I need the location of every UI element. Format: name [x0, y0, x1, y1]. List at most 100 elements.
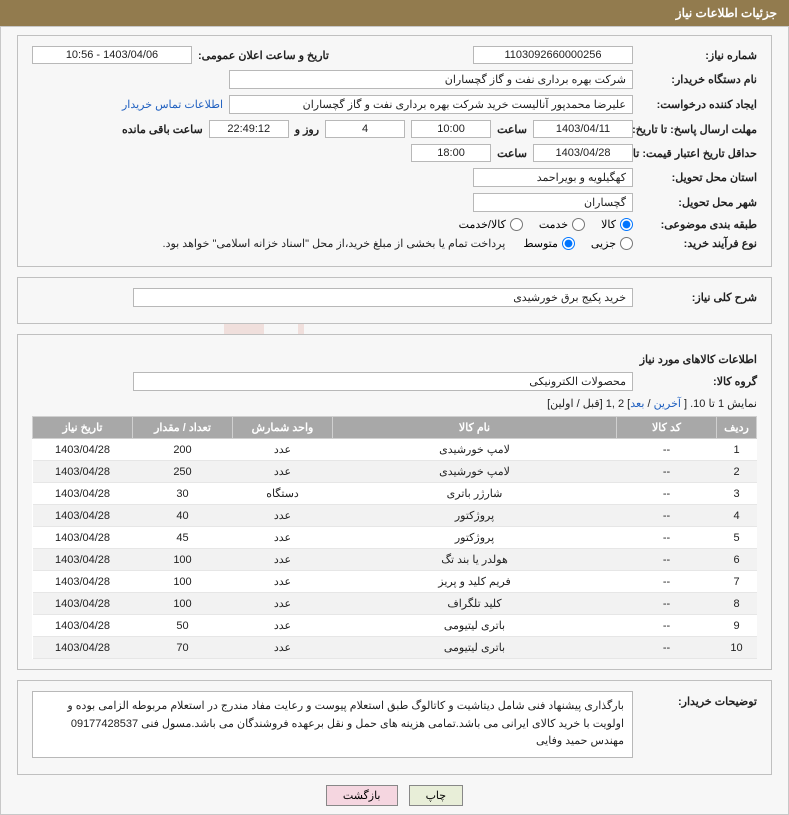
- content-wrap: AriaTender.net شماره نیاز: 1103092660000…: [0, 26, 789, 815]
- proc-partial-input[interactable]: [620, 237, 633, 250]
- table-cell: --: [617, 571, 717, 593]
- proc-medium-label: متوسط: [523, 237, 558, 250]
- summary-title: خرید پکیج برق خورشیدی: [133, 288, 633, 307]
- table-cell: 2: [717, 461, 757, 483]
- col-header: تعداد / مقدار: [133, 417, 233, 439]
- proc-partial-label: جزیی: [591, 237, 616, 250]
- time-label-2: ساعت: [497, 147, 527, 160]
- table-cell: 1403/04/28: [33, 593, 133, 615]
- cat-both-input[interactable]: [510, 218, 523, 231]
- table-cell: --: [617, 505, 717, 527]
- table-cell: عدد: [233, 637, 333, 659]
- need-no-value: 1103092660000256: [473, 46, 633, 64]
- table-cell: 1: [717, 439, 757, 461]
- cat-both-label: کالا/خدمت: [459, 218, 506, 231]
- table-cell: 1403/04/28: [33, 637, 133, 659]
- table-cell: 40: [133, 505, 233, 527]
- col-header: واحد شمارش: [233, 417, 333, 439]
- table-cell: 200: [133, 439, 233, 461]
- process-label: نوع فرآیند خرید:: [639, 237, 757, 250]
- pager-last-link[interactable]: آخرین: [654, 398, 681, 410]
- buyer-org-label: نام دستگاه خریدار:: [639, 73, 757, 86]
- table-cell: فریم کلید و پریز: [333, 571, 617, 593]
- cat-service-input[interactable]: [572, 218, 585, 231]
- table-cell: هولدر یا بند تگ: [333, 549, 617, 571]
- cat-goods-radio[interactable]: کالا: [601, 218, 633, 231]
- pager-text: نمایش 1 تا 10. [: [681, 398, 757, 410]
- proc-medium-radio[interactable]: متوسط: [523, 237, 575, 250]
- table-cell: لامپ خورشیدی: [333, 439, 617, 461]
- buyer-contact-link[interactable]: اطلاعات تماس خریدار: [122, 98, 223, 111]
- payment-note: پرداخت تمام یا بخشی از مبلغ خرید،از محل …: [163, 237, 506, 250]
- table-cell: --: [617, 637, 717, 659]
- table-cell: عدد: [233, 615, 333, 637]
- table-cell: 50: [133, 615, 233, 637]
- table-cell: پروژکتور: [333, 527, 617, 549]
- validity-time: 18:00: [411, 144, 491, 162]
- table-cell: --: [617, 615, 717, 637]
- deadline-label: مهلت ارسال پاسخ: تا تاریخ:: [639, 123, 757, 136]
- city-value: گچساران: [473, 193, 633, 212]
- info-panel: شماره نیاز: 1103092660000256 تاریخ و ساع…: [17, 35, 772, 267]
- items-table: ردیفکد کالانام کالاواحد شمارشتعداد / مقد…: [32, 416, 757, 659]
- table-cell: 100: [133, 571, 233, 593]
- table-cell: عدد: [233, 505, 333, 527]
- days-word: روز و: [295, 123, 319, 136]
- table-cell: 1403/04/28: [33, 439, 133, 461]
- cat-service-radio[interactable]: خدمت: [539, 218, 585, 231]
- back-button[interactable]: بازگشت: [326, 785, 398, 806]
- print-button[interactable]: چاپ: [409, 785, 464, 806]
- table-row: 5--پروژکتورعدد451403/04/28: [33, 527, 757, 549]
- table-cell: 1403/04/28: [33, 527, 133, 549]
- col-header: تاریخ نیاز: [33, 417, 133, 439]
- table-cell: 30: [133, 483, 233, 505]
- table-cell: عدد: [233, 593, 333, 615]
- table-cell: --: [617, 439, 717, 461]
- table-cell: 1403/04/28: [33, 505, 133, 527]
- time-label-1: ساعت: [497, 123, 527, 136]
- table-cell: --: [617, 593, 717, 615]
- table-cell: پروژکتور: [333, 505, 617, 527]
- table-cell: 1403/04/28: [33, 571, 133, 593]
- cat-both-radio[interactable]: کالا/خدمت: [459, 218, 523, 231]
- table-cell: 4: [717, 505, 757, 527]
- category-label: طبقه بندی موضوعی:: [639, 218, 757, 231]
- notes-panel: توضیحات خریدار: بارگذاری پیشنهاد فنی شام…: [17, 680, 772, 775]
- table-cell: دستگاه: [233, 483, 333, 505]
- table-row: 9--باتری لیتیومیعدد501403/04/28: [33, 615, 757, 637]
- proc-medium-input[interactable]: [562, 237, 575, 250]
- pager-next-link[interactable]: بعد: [630, 398, 644, 410]
- table-cell: 3: [717, 483, 757, 505]
- table-cell: --: [617, 549, 717, 571]
- cat-goods-input[interactable]: [620, 218, 633, 231]
- need-no-label: شماره نیاز:: [639, 49, 757, 62]
- col-header: نام کالا: [333, 417, 617, 439]
- validity-date: 1403/04/28: [533, 144, 633, 162]
- table-cell: 250: [133, 461, 233, 483]
- table-cell: عدد: [233, 549, 333, 571]
- table-cell: 100: [133, 593, 233, 615]
- table-cell: کلید تلگراف: [333, 593, 617, 615]
- days-remaining: 4: [325, 120, 405, 138]
- deadline-date: 1403/04/11: [533, 120, 633, 138]
- table-cell: 9: [717, 615, 757, 637]
- countdown: 22:49:12: [209, 120, 289, 138]
- deadline-time: 10:00: [411, 120, 491, 138]
- table-cell: شارژر باتری: [333, 483, 617, 505]
- table-cell: 1403/04/28: [33, 549, 133, 571]
- table-cell: عدد: [233, 439, 333, 461]
- remaining-word: ساعت باقی مانده: [122, 123, 203, 136]
- pager-sep1: /: [644, 398, 653, 410]
- proc-partial-radio[interactable]: جزیی: [591, 237, 633, 250]
- announce-value: 1403/04/06 - 10:56: [32, 46, 192, 64]
- requester-label: ایجاد کننده درخواست:: [639, 98, 757, 111]
- table-cell: --: [617, 527, 717, 549]
- cat-service-label: خدمت: [539, 218, 568, 231]
- table-cell: عدد: [233, 571, 333, 593]
- validity-label: حداقل تاریخ اعتبار قیمت: تا تاریخ:: [639, 147, 757, 160]
- table-row: 7--فریم کلید و پریزعدد1001403/04/28: [33, 571, 757, 593]
- pager-prevfirst: [قبل / اولین]: [547, 398, 603, 410]
- table-cell: --: [617, 461, 717, 483]
- table-cell: --: [617, 483, 717, 505]
- cat-goods-label: کالا: [601, 218, 616, 231]
